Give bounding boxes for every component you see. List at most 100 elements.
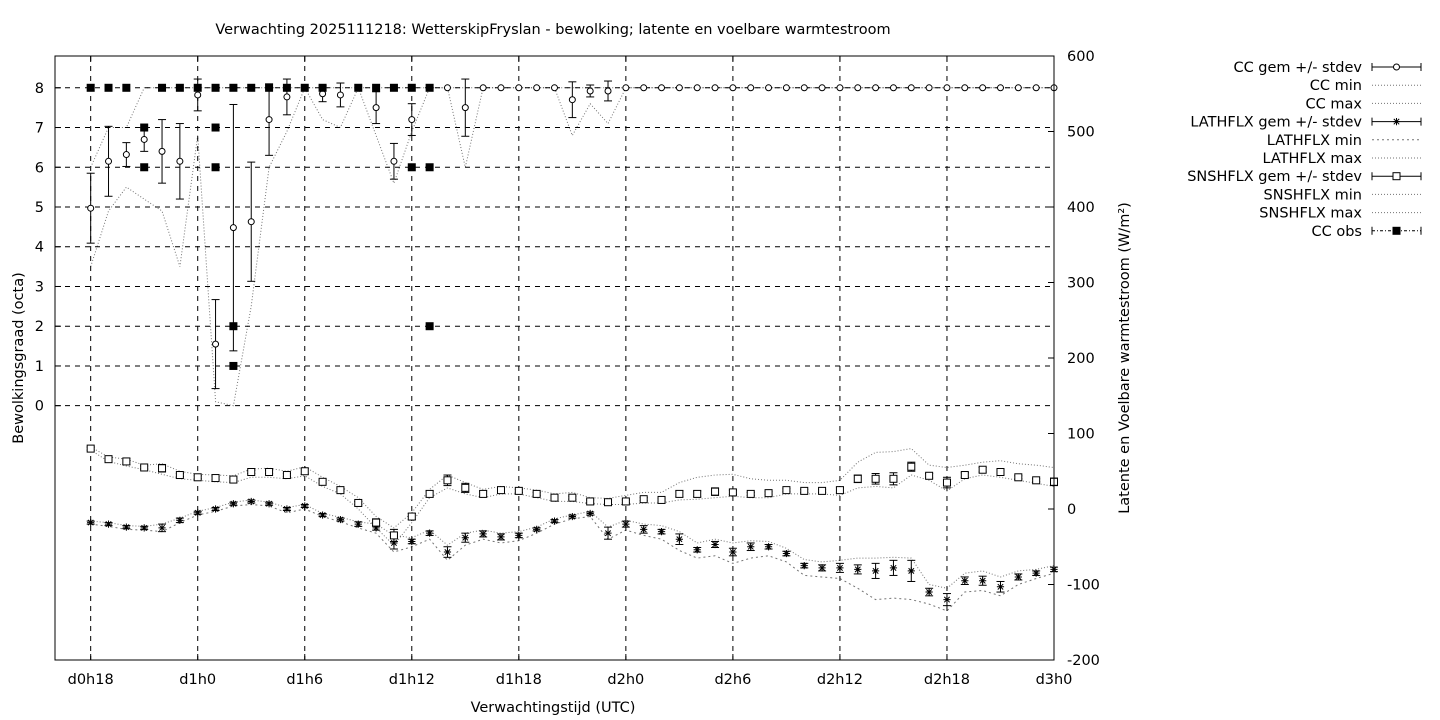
data-point-snshflx-gem [693,489,702,498]
data-point-cc-gem [497,84,505,92]
data-point-lathflx-gem [729,548,737,556]
data-point-snshflx-gem [764,489,773,498]
x-tick-label: d1h18 [496,672,542,688]
data-point-snshflx-gem [818,486,827,495]
data-point-snshflx-gem [711,487,720,496]
data-point-lathflx-gem [426,529,434,537]
y-tick-label: 5 [35,200,44,216]
series-line-lathflx-min [90,503,1055,612]
data-point-lathflx-gem [961,577,969,585]
y2-tick-label: -100 [1067,578,1100,594]
x-tick-label: d2h6 [714,672,751,688]
data-point-snshflx-gem [122,457,131,466]
x-tick-label: d0h18 [68,672,114,688]
data-point-snshflx-gem [835,486,844,495]
y-tick-label: 6 [35,160,44,176]
legend-item-snshflx-min: SNSHFLX min [1264,187,1421,203]
data-point-cc-obs [229,361,238,370]
data-point-cc-gem [158,147,166,155]
data-point-lathflx-gem [836,564,844,572]
data-point-cc-gem [907,84,915,92]
data-point-lathflx-gem [533,525,541,533]
data-point-cc-gem [122,151,130,159]
data-point-lathflx-gem [622,520,630,528]
y2-axis-ticks: -200 -100 0 100 200 300 400 500 600 [1048,49,1100,669]
data-point-cc-gem [408,116,416,124]
data-point-cc-obs [211,163,220,172]
series-layer [86,78,1058,612]
data-point-cc-gem [747,84,755,92]
data-point-lathflx-gem [568,512,576,521]
legend-item-cc-gem: CC gem +/- stdev [1233,60,1422,76]
data-point-lathflx-gem [265,500,273,508]
data-point-snshflx-gem [318,477,327,486]
data-point-lathflx-gem [675,535,683,543]
data-point-lathflx-gem [1032,569,1040,577]
data-point-snshflx-gem [978,465,987,474]
data-point-snshflx-gem [1032,476,1041,485]
data-point-cc-gem [693,84,701,92]
legend-label: CC max [1306,96,1363,112]
legend-item-cc-min: CC min [1310,78,1421,94]
data-point-snshflx-gem [550,493,559,502]
data-point-snshflx-gem [925,471,934,480]
series-cc-obs [86,83,434,370]
x-tick-label: d1h12 [389,672,435,688]
legend-item-lathflx-min: LATHFLX min [1267,133,1421,149]
data-point-lathflx-gem [176,516,184,524]
data-point-snshflx-gem [871,474,880,483]
data-point-snshflx-gem [247,468,256,477]
data-point-snshflx-gem [104,455,113,464]
data-point-snshflx-gem [960,471,969,480]
y2-tick-label: 600 [1067,49,1095,65]
y2-tick-label: 400 [1067,200,1095,216]
data-point-snshflx-gem [568,493,577,502]
data-point-cc-obs [158,83,167,92]
legend-label: LATHFLX max [1262,151,1362,167]
data-point-snshflx-gem [158,464,167,473]
data-point-snshflx-gem [657,495,666,504]
legend-label: SNSHFLX gem +/- stdev [1187,169,1362,185]
data-point-snshflx-gem [443,476,452,485]
data-point-cc-gem [658,84,666,92]
data-point-cc-gem [889,84,897,92]
data-point-lathflx-gem [782,549,791,558]
y2-axis-label: Latente en Voelbare warmtestroom (W/m²) [1117,202,1133,514]
data-point-cc-gem [87,204,95,212]
data-point-snshflx-gem [229,475,238,484]
y2-tick-label: 500 [1067,125,1095,141]
data-point-cc-gem [640,84,648,92]
data-point-lathflx-gem [800,562,808,570]
data-point-cc-gem [212,340,220,348]
data-point-snshflx-gem [300,467,309,476]
data-point-snshflx-gem [639,495,648,504]
data-point-lathflx-gem [693,546,701,554]
y2-tick-label: 100 [1067,427,1095,443]
series-cc-gem [86,78,1058,390]
legend-label: CC min [1310,78,1362,94]
data-point-cc-obs [300,83,309,92]
legend: CC gem +/- stdev CC min CC max LATHFLX gem … [1187,60,1422,240]
data-point-lathflx-gem [140,524,148,532]
data-point-lathflx-gem [1014,573,1022,581]
data-point-lathflx-gem [497,533,505,541]
data-point-cc-obs [193,83,202,92]
data-point-lathflx-gem [87,518,95,527]
plot-border [54,55,1055,661]
y2-tick-label: -200 [1067,653,1100,669]
x-tick-label: d2h12 [817,672,863,688]
y-tick-label: 2 [35,319,44,335]
legend-marker [1392,118,1401,126]
data-point-cc-gem [372,104,380,112]
data-point-cc-gem [515,84,523,92]
legend-item-snshflx-max: SNSHFLX max [1259,206,1421,222]
data-point-cc-obs [122,83,131,92]
data-point-cc-gem [729,84,737,92]
data-point-cc-obs [407,83,416,92]
data-point-snshflx-gem [461,483,470,492]
data-point-cc-obs [175,83,184,92]
data-point-lathflx-gem [657,528,666,536]
data-point-cc-obs [229,322,238,331]
data-point-cc-obs [425,163,434,172]
data-point-lathflx-gem [550,517,559,525]
